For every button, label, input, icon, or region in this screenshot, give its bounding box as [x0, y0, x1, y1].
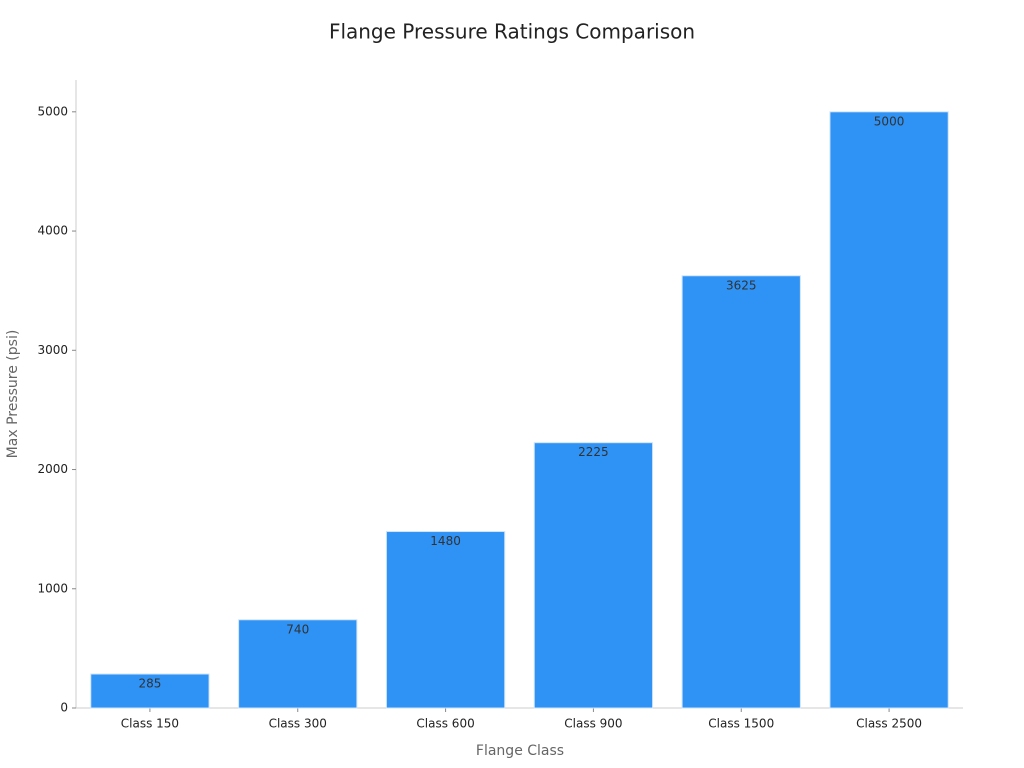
- value-label: 1480: [430, 534, 461, 548]
- x-tick-label: Class 900: [564, 717, 622, 731]
- bar: [385, 531, 506, 709]
- bar: [681, 275, 801, 709]
- x-tick-label: Class 1500: [708, 717, 774, 731]
- x-axis-title: Flange Class: [476, 743, 564, 759]
- value-label: 2225: [578, 445, 609, 459]
- value-label: 5000: [874, 114, 905, 128]
- value-label: 740: [286, 622, 309, 636]
- value-label: 285: [138, 677, 161, 691]
- bar: [238, 619, 358, 709]
- value-label: 3625: [726, 278, 757, 292]
- x-tick-label: Class 2500: [856, 717, 922, 731]
- y-tick-label: 3000: [37, 343, 68, 357]
- x-tick-label: Class 600: [416, 717, 474, 731]
- y-tick-label: 1000: [37, 581, 68, 595]
- y-tick-label: 4000: [37, 224, 68, 238]
- bar: [90, 673, 210, 709]
- chart-title: Flange Pressure Ratings Comparison: [329, 20, 695, 44]
- y-tick-label: 5000: [37, 104, 68, 118]
- bar: [829, 111, 949, 709]
- y-axis-title: Max Pressure (psi): [5, 330, 21, 459]
- x-tick-label: Class 300: [269, 717, 327, 731]
- y-tick-label: 2000: [37, 462, 68, 476]
- bar: [533, 442, 654, 709]
- x-tick-label: Class 150: [121, 717, 179, 731]
- y-tick-label: 0: [60, 701, 68, 715]
